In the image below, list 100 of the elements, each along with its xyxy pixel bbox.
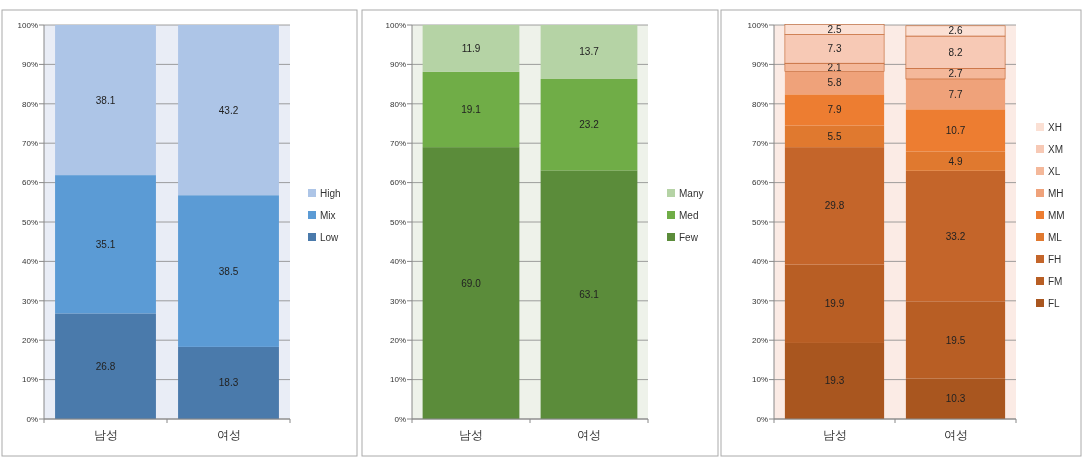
bar <box>784 342 885 419</box>
x-tick-label: 남성 <box>822 428 847 442</box>
y-tick-label: 50% <box>21 217 38 227</box>
y-tick-label: 20% <box>751 336 768 345</box>
y-tick-label: 30% <box>389 296 406 306</box>
bar <box>55 175 156 314</box>
bar <box>422 71 520 148</box>
data-label: 19.9 <box>824 298 845 310</box>
data-label: 11.9 <box>461 42 481 54</box>
data-label: 7.3 <box>827 43 842 55</box>
x-tick-label: 여성 <box>577 428 601 442</box>
bar <box>178 346 279 419</box>
legend-label: XM <box>1048 143 1063 155</box>
legend-label: MH <box>1048 187 1064 199</box>
data-label: 2.1 <box>827 61 842 73</box>
y-tick-label: 70% <box>21 139 38 148</box>
bar <box>905 378 1006 419</box>
y-tick-label: 10% <box>751 375 768 385</box>
data-label: 5.5 <box>827 130 842 142</box>
data-label: 2.7 <box>948 68 963 80</box>
y-tick-label: 70% <box>751 139 768 148</box>
y-tick-label: 10% <box>389 375 406 385</box>
y-tick-label: 80% <box>21 99 38 109</box>
x-tick-label: 여성 <box>943 428 968 442</box>
bar <box>784 125 885 148</box>
data-label: 43.2 <box>218 104 239 116</box>
legend-label: MM <box>1048 209 1065 221</box>
y-tick-label: 60% <box>389 178 406 188</box>
data-label: 2.6 <box>948 25 963 37</box>
bar <box>55 313 156 419</box>
bar <box>55 25 156 176</box>
y-tick-label: 0% <box>26 414 38 424</box>
data-label: 13.7 <box>579 46 600 58</box>
y-tick-label: 90% <box>21 60 38 70</box>
data-label: 69.0 <box>461 277 482 289</box>
y-tick-label: 80% <box>751 99 768 109</box>
bar <box>422 147 520 419</box>
data-label: 18.3 <box>218 377 239 389</box>
y-tick-label: 40% <box>389 257 406 267</box>
data-label: 19.1 <box>461 104 482 116</box>
data-label: 2.5 <box>827 24 842 36</box>
data-label: 7.9 <box>827 104 842 116</box>
y-tick-label: 50% <box>389 217 406 227</box>
legend-label: XL <box>1048 165 1061 177</box>
data-label: 38.5 <box>218 265 239 277</box>
bar <box>784 71 885 95</box>
y-tick-label: 100% <box>385 20 406 30</box>
y-tick-label: 70% <box>389 139 406 148</box>
legend-label: FL <box>1048 297 1061 309</box>
y-tick-label: 60% <box>21 178 38 188</box>
bar <box>178 25 279 196</box>
x-tick-label: 남성 <box>93 428 118 442</box>
bar <box>540 170 638 419</box>
y-tick-label: 90% <box>751 60 768 70</box>
y-tick-label: 20% <box>389 336 406 345</box>
y-tick-label: 40% <box>21 257 38 267</box>
data-label: 8.2 <box>948 46 963 58</box>
data-label: 10.3 <box>945 393 966 405</box>
data-label: 33.2 <box>945 230 966 242</box>
bar <box>422 25 520 72</box>
data-label: 35.1 <box>95 238 116 250</box>
y-tick-label: 10% <box>21 375 38 385</box>
bar <box>540 25 638 79</box>
data-label: 26.8 <box>95 360 116 372</box>
legend-label: FM <box>1048 275 1063 287</box>
y-tick-label: 0% <box>756 414 768 424</box>
bar <box>905 151 1006 171</box>
bar <box>178 195 279 347</box>
legend-label: ML <box>1048 231 1063 243</box>
bar <box>905 109 1006 152</box>
data-label: 29.8 <box>824 200 845 212</box>
x-tick-label: 남성 <box>459 428 483 442</box>
legend-label: FH <box>1048 253 1062 265</box>
legend-label: Many <box>679 187 704 199</box>
y-tick-label: 60% <box>751 178 768 188</box>
data-label: 5.8 <box>827 77 842 89</box>
y-tick-label: 0% <box>394 414 406 424</box>
y-tick-label: 30% <box>21 296 38 306</box>
legend-label: Low <box>320 231 340 243</box>
y-tick-label: 80% <box>389 99 406 109</box>
data-label: 23.2 <box>579 119 600 131</box>
y-tick-label: 20% <box>21 336 38 345</box>
data-label: 10.7 <box>945 124 966 136</box>
data-label: 19.5 <box>945 334 966 346</box>
legend-label: High <box>320 187 341 199</box>
data-label: 7.7 <box>948 88 963 100</box>
data-label: 63.1 <box>579 289 600 301</box>
legend-label: Few <box>679 231 699 243</box>
y-tick-label: 90% <box>389 60 406 70</box>
legend-label: Med <box>679 209 699 221</box>
data-label: 38.1 <box>95 94 116 106</box>
y-tick-label: 40% <box>751 257 768 267</box>
bar <box>784 94 885 126</box>
data-label: 4.9 <box>948 155 963 167</box>
x-tick-label: 여성 <box>216 428 241 442</box>
y-tick-label: 30% <box>751 296 768 306</box>
y-tick-label: 50% <box>751 217 768 227</box>
bar <box>540 78 638 171</box>
y-tick-label: 100% <box>17 20 38 30</box>
legend-label: Mix <box>320 209 336 221</box>
